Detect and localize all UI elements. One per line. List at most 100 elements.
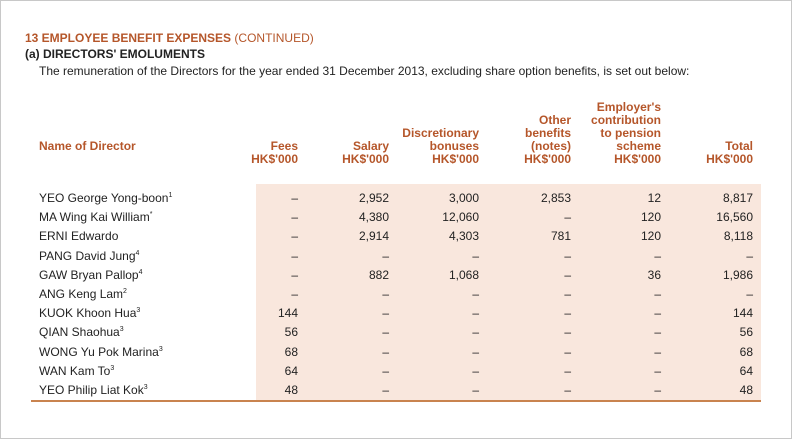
section-title: 13 EMPLOYEE BENEFIT EXPENSES bbox=[25, 31, 232, 45]
footnote-mark: 3 bbox=[143, 384, 148, 391]
amount: 64 bbox=[739, 363, 753, 378]
amount: 3,000 bbox=[448, 191, 479, 205]
amount: – bbox=[564, 325, 571, 340]
column-header: (notes) bbox=[531, 139, 571, 153]
name-text: ERNI Edwardo bbox=[39, 229, 119, 244]
amount: – bbox=[382, 363, 389, 378]
amount: 48 bbox=[739, 383, 753, 397]
amount: 36 bbox=[647, 267, 661, 282]
column-header: Employer's bbox=[596, 100, 661, 114]
amount: – bbox=[564, 344, 571, 359]
amount: – bbox=[291, 210, 298, 225]
column-header: bonuses bbox=[429, 139, 479, 153]
director-name: YEO Philip Liat Kok3 bbox=[39, 383, 148, 397]
amount: 64 bbox=[284, 363, 298, 378]
amount: 2,952 bbox=[358, 191, 389, 205]
amount: – bbox=[382, 306, 389, 321]
amount: – bbox=[382, 248, 389, 263]
footnote-mark: 2 bbox=[123, 288, 127, 295]
amount: 144 bbox=[732, 306, 753, 321]
amount: – bbox=[472, 363, 479, 378]
column-header: benefits bbox=[524, 126, 571, 140]
footnote-mark: 1 bbox=[168, 192, 173, 199]
column-header: HK$'000 bbox=[432, 152, 479, 166]
amount: – bbox=[654, 248, 661, 263]
amount: 56 bbox=[739, 325, 753, 340]
amount: 56 bbox=[284, 325, 298, 340]
column-header: HK$'000 bbox=[251, 152, 298, 166]
amount: 2,914 bbox=[358, 229, 389, 244]
column-header: to pension bbox=[600, 126, 661, 140]
director-name: GAW Bryan Pallop4 bbox=[39, 268, 143, 282]
amount: – bbox=[654, 287, 661, 301]
director-name: WONG Yu Pok Marina3 bbox=[39, 345, 163, 359]
column-header: scheme bbox=[616, 139, 661, 153]
amount: 4,380 bbox=[358, 210, 389, 225]
intro: The remuneration of the Directors for th… bbox=[39, 64, 690, 78]
amount: – bbox=[564, 306, 571, 321]
amount: – bbox=[564, 363, 571, 378]
footnote-mark: 3 bbox=[119, 326, 124, 334]
amount: – bbox=[472, 325, 479, 340]
amount: – bbox=[746, 248, 753, 263]
director-name: PANG David Jung4 bbox=[39, 249, 139, 263]
footnote-mark: 3 bbox=[136, 307, 141, 315]
column-header: contribution bbox=[591, 113, 661, 127]
amount: – bbox=[382, 344, 389, 359]
amount: – bbox=[472, 287, 479, 301]
section-continued: (CONTINUED) bbox=[234, 31, 314, 45]
amount: – bbox=[654, 363, 661, 378]
amount: – bbox=[382, 383, 389, 397]
column-header: HK$'000 bbox=[614, 152, 661, 166]
amount: – bbox=[654, 344, 661, 359]
amount: 781 bbox=[550, 229, 571, 244]
amount: 2,853 bbox=[540, 191, 571, 205]
name-text: YEO George Yong-boon bbox=[39, 191, 169, 205]
column-header: HK$'000 bbox=[342, 152, 389, 166]
amount: – bbox=[472, 383, 479, 397]
director-name: QIAN Shaohua3 bbox=[39, 325, 124, 339]
amount: – bbox=[654, 383, 661, 397]
director-name: YEO George Yong-boon1 bbox=[39, 191, 172, 205]
amount: 8,817 bbox=[722, 191, 753, 205]
amount: – bbox=[564, 267, 571, 282]
name-text: ANG Keng Lam bbox=[39, 287, 124, 301]
section-heading: 13 EMPLOYEE BENEFIT EXPENSES (CONTINUED) bbox=[25, 31, 314, 45]
name-text: GAW Bryan Pallop bbox=[39, 267, 139, 282]
amount: – bbox=[654, 306, 661, 321]
amount: 68 bbox=[739, 344, 753, 359]
amount: 12 bbox=[647, 191, 661, 205]
column-header: HK$'000 bbox=[706, 152, 753, 166]
amount: 882 bbox=[368, 267, 389, 282]
amount: – bbox=[291, 267, 298, 282]
amount: – bbox=[564, 210, 571, 225]
amount: – bbox=[472, 248, 479, 263]
amount: – bbox=[382, 287, 389, 301]
amount: – bbox=[564, 287, 571, 301]
amount: – bbox=[654, 325, 661, 340]
footnote-mark: 3 bbox=[110, 364, 115, 372]
column-header: HK$'000 bbox=[524, 152, 571, 166]
amount: 1,986 bbox=[722, 267, 753, 282]
director-name: KUOK Khoon Hua3 bbox=[39, 306, 140, 320]
name-text: YEO Philip Liat Kok bbox=[39, 383, 144, 397]
footnote-mark: 3 bbox=[158, 345, 163, 353]
director-name: ERNI Edwardo bbox=[39, 229, 118, 243]
name-text: WONG Yu Pok Marina bbox=[39, 344, 159, 359]
amount: – bbox=[291, 287, 298, 301]
column-header: Discretionary bbox=[402, 126, 479, 140]
footnote-mark: 4 bbox=[135, 249, 140, 257]
amount: 1,068 bbox=[448, 267, 479, 282]
footnote-mark: 4 bbox=[138, 268, 143, 276]
amount: – bbox=[382, 325, 389, 340]
amount: 120 bbox=[640, 229, 661, 244]
amount: 144 bbox=[277, 306, 298, 321]
amount: – bbox=[291, 248, 298, 263]
amount: 8,118 bbox=[723, 229, 753, 244]
director-name: MA Wing Kai William* bbox=[39, 210, 152, 224]
amount: – bbox=[472, 344, 479, 359]
amount: 120 bbox=[640, 210, 661, 225]
amount: 48 bbox=[284, 383, 298, 397]
amount: – bbox=[472, 306, 479, 321]
amount: 68 bbox=[284, 344, 298, 359]
